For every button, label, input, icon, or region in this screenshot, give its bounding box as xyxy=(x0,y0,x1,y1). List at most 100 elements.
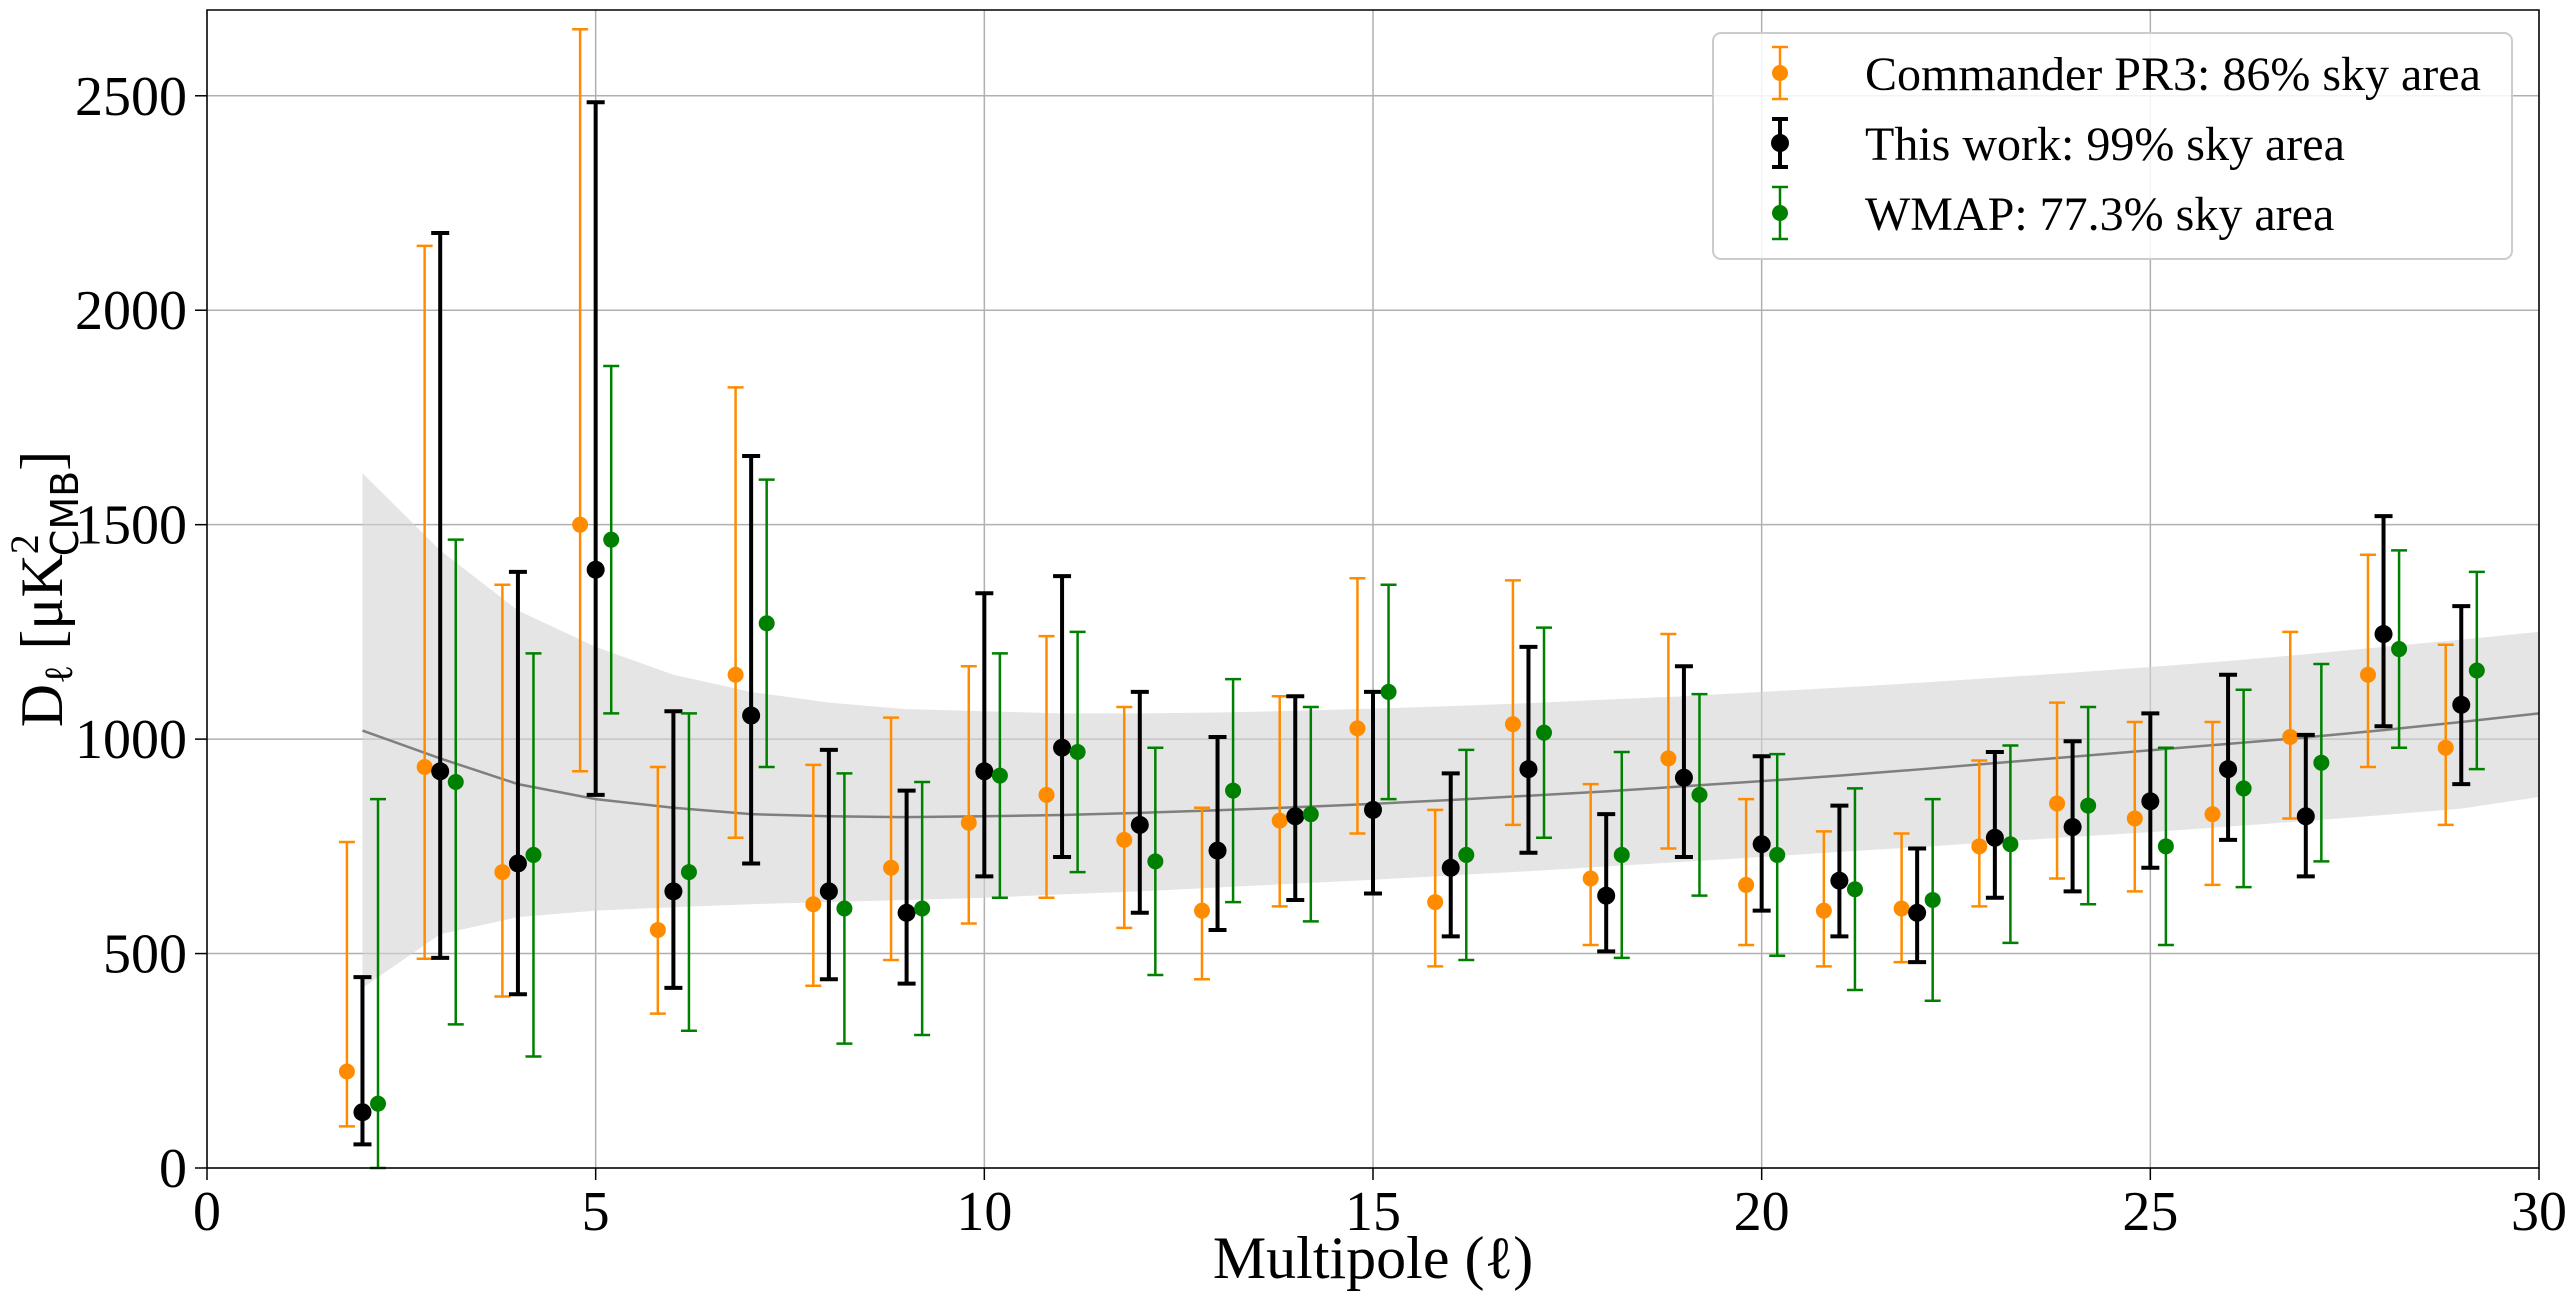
data-point xyxy=(2391,641,2408,658)
data-point xyxy=(1971,838,1988,855)
data-point xyxy=(586,560,605,579)
legend-label: This work: 99% sky area xyxy=(1865,118,2345,171)
y-axis-label-sub: CMB xyxy=(43,471,87,556)
data-points xyxy=(338,28,2485,1170)
data-point xyxy=(1846,881,1863,898)
legend-box xyxy=(1712,32,2513,260)
data-point xyxy=(2359,666,2376,683)
data-point xyxy=(603,531,620,548)
data-point xyxy=(370,1095,387,1112)
data-point xyxy=(1582,870,1599,887)
axis-ticks xyxy=(195,95,2540,1180)
data-point xyxy=(1364,800,1382,819)
data-point xyxy=(2374,625,2393,644)
y-axis-label-sub-ell: ℓ xyxy=(36,665,81,684)
data-point xyxy=(1691,786,1708,803)
legend-marker-point xyxy=(1772,65,1788,81)
data-point xyxy=(1193,902,1210,919)
data-point xyxy=(1147,853,1164,870)
data-point xyxy=(991,767,1008,784)
x-tick-label: 15 xyxy=(1345,1181,1401,1243)
data-point xyxy=(819,882,838,901)
data-point xyxy=(508,854,527,873)
data-point xyxy=(447,774,464,790)
data-point xyxy=(1286,807,1305,826)
data-point xyxy=(2126,810,2143,827)
data-point xyxy=(1441,858,1460,877)
data-point xyxy=(1380,683,1397,700)
y-tick-label: 500 xyxy=(103,924,187,986)
data-point xyxy=(1908,903,1927,922)
data-point xyxy=(416,758,433,775)
data-point xyxy=(1504,716,1521,733)
data-point xyxy=(883,859,900,876)
data-point xyxy=(1302,806,1319,823)
data-point xyxy=(1752,835,1771,854)
data-point xyxy=(338,1063,355,1080)
data-point xyxy=(1349,720,1366,737)
data-point xyxy=(1536,724,1553,741)
legend-label: WMAP: 77.3% sky area xyxy=(1865,188,2334,241)
data-point xyxy=(975,762,994,781)
data-point xyxy=(1815,902,1832,919)
data-point xyxy=(431,762,450,781)
legend-marker-point xyxy=(1771,134,1789,152)
data-point xyxy=(1738,876,1755,893)
data-point xyxy=(2002,836,2019,853)
data-point xyxy=(1427,894,1444,911)
data-point xyxy=(1458,846,1475,863)
data-point xyxy=(494,864,511,881)
data-point xyxy=(2063,818,2082,837)
data-point xyxy=(2157,838,2174,855)
series-0 xyxy=(338,28,2454,1128)
data-point xyxy=(1519,760,1538,779)
y-axis-label-base: D xyxy=(9,684,75,727)
data-point xyxy=(664,882,683,901)
data-point xyxy=(1985,828,2004,847)
y-axis-label: Dℓ [μK2CMB] xyxy=(2,451,87,727)
data-point xyxy=(649,921,666,938)
data-point xyxy=(2235,780,2252,797)
data-point xyxy=(960,814,977,831)
data-point xyxy=(572,516,589,533)
data-point xyxy=(758,615,775,632)
data-point xyxy=(353,1103,372,1122)
data-point xyxy=(2080,797,2097,814)
data-point xyxy=(2468,662,2485,679)
data-point xyxy=(2141,792,2160,811)
data-point xyxy=(1830,871,1849,890)
data-point xyxy=(1893,900,1910,917)
data-point xyxy=(1208,841,1227,860)
data-point xyxy=(1053,738,1072,757)
data-point xyxy=(1613,846,1630,863)
data-point xyxy=(2437,739,2454,756)
y-tick-label: 2500 xyxy=(75,66,187,128)
y-axis-label-sup: 2 xyxy=(2,534,47,554)
data-point xyxy=(2313,754,2330,771)
x-tick-label: 25 xyxy=(2122,1181,2178,1243)
x-tick-label: 5 xyxy=(582,1181,610,1243)
data-point xyxy=(1038,786,1055,803)
data-point xyxy=(742,706,761,725)
data-point xyxy=(2282,728,2299,745)
legend-label: Commander PR3: 86% sky area xyxy=(1865,48,2481,101)
data-point xyxy=(1069,743,1086,760)
x-axis-label: Multipole (ℓ) xyxy=(1213,1225,1533,1291)
data-point xyxy=(1225,782,1242,799)
data-point xyxy=(2049,795,2066,812)
data-point xyxy=(1924,891,1941,908)
data-point xyxy=(2204,806,2221,823)
data-point xyxy=(1769,846,1786,863)
data-point xyxy=(1597,886,1616,905)
x-tick-label: 10 xyxy=(956,1181,1012,1243)
data-point xyxy=(836,900,853,917)
data-point xyxy=(2452,695,2471,714)
x-tick-label: 30 xyxy=(2511,1181,2567,1243)
x-tick-label: 20 xyxy=(1734,1181,1790,1243)
data-point xyxy=(897,903,916,922)
data-point xyxy=(680,864,697,881)
x-tick-label: 0 xyxy=(193,1181,221,1243)
data-point xyxy=(1271,812,1288,829)
y-tick-label: 2000 xyxy=(75,280,187,342)
